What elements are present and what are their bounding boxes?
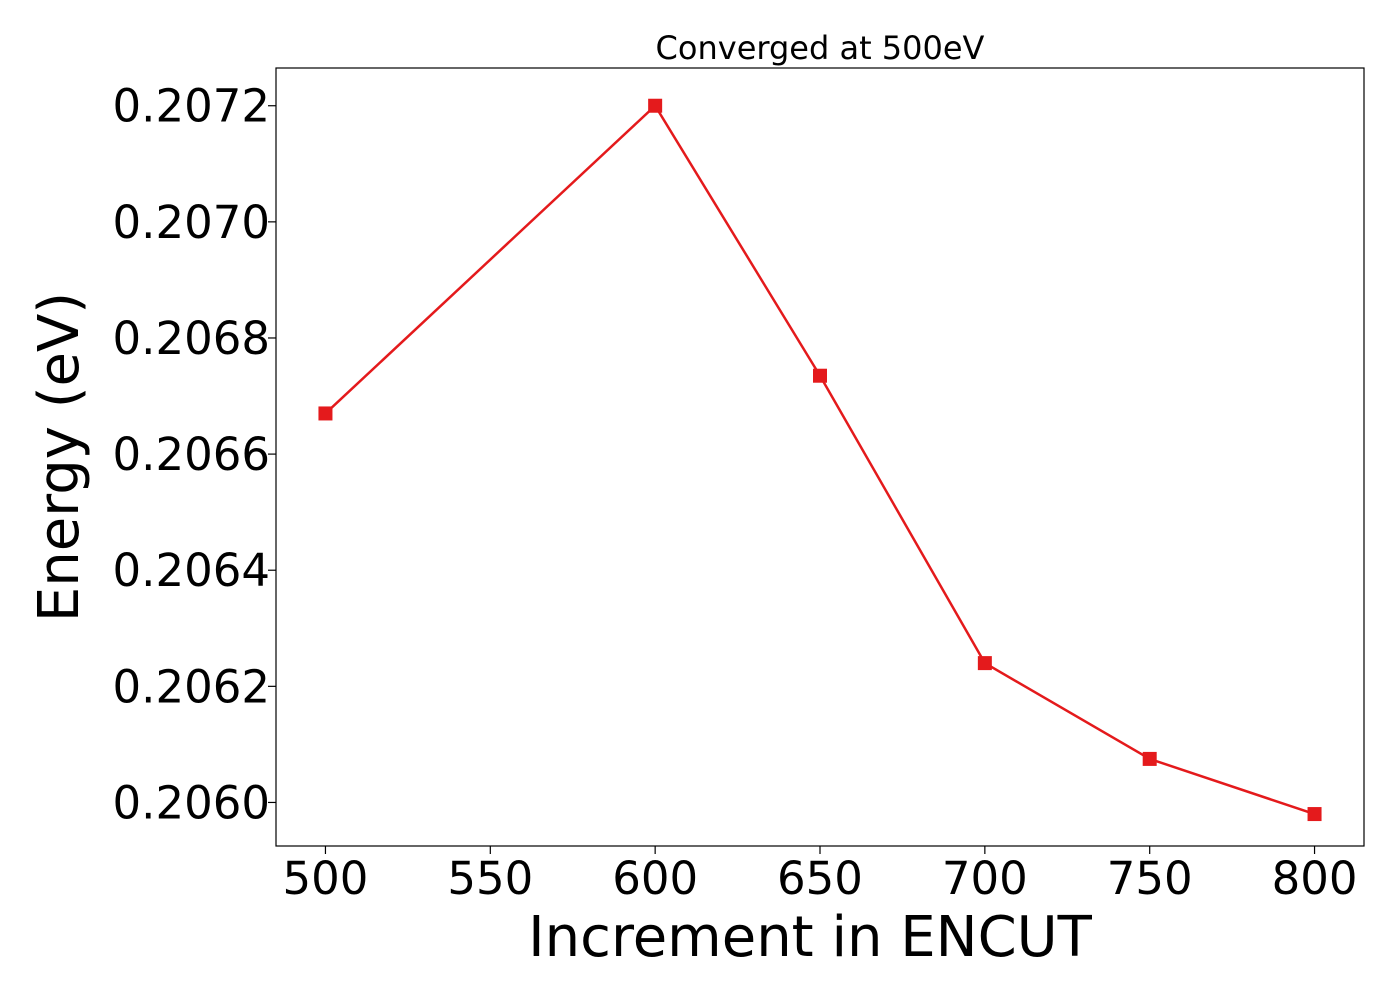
y-tick-label: 0.2070 [113, 196, 270, 249]
data-point-marker [1142, 751, 1157, 766]
data-point-marker [813, 368, 827, 383]
x-tick-label: 600 [612, 852, 698, 905]
data-point-marker [1307, 807, 1322, 822]
y-tick-label: 0.2064 [113, 544, 270, 597]
x-tick-label: 750 [1107, 852, 1193, 905]
y-tick-label: 0.2068 [113, 312, 270, 365]
x-tick-label: 700 [942, 852, 1028, 905]
plot-frame [275, 67, 1365, 847]
x-tick-label: 800 [1272, 852, 1358, 905]
x-tick-label: 550 [447, 852, 533, 905]
series-line [324, 103, 1315, 816]
y-axis-label: Energy (eV) [27, 292, 92, 622]
x-axis-label: Increment in ENCUT [528, 905, 1093, 970]
y-tick-label: 0.2062 [113, 660, 270, 713]
x-tick-label: 650 [777, 852, 863, 905]
chart-title: Converged at 500eV [656, 29, 985, 67]
data-point-marker [318, 406, 333, 421]
y-tick-label: 0.2060 [113, 776, 270, 829]
ticks-layer: 500 550 600 650 700 750 800 0.2060 0.2062 0.2064 0… [113, 80, 1358, 905]
y-tick-label: 0.2072 [113, 80, 270, 133]
series-layer [318, 98, 1322, 822]
y-tick-label: 0.2066 [113, 428, 270, 481]
data-point-marker [977, 656, 992, 671]
data-point-marker [648, 98, 663, 113]
x-tick-label: 500 [283, 852, 369, 905]
